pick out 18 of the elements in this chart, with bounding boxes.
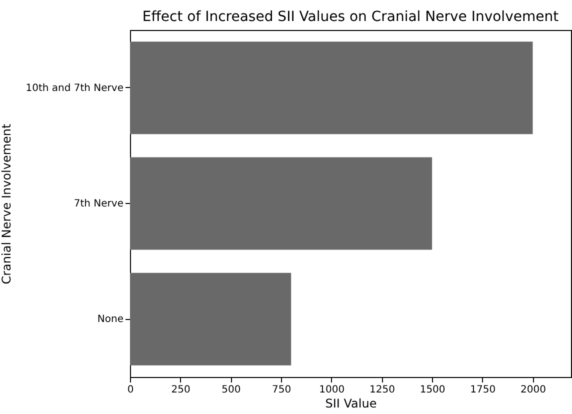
chart-title: Effect of Increased SII Values on Cranial Nerve Involvement <box>142 9 560 25</box>
x-tick-label: 1750 <box>470 384 496 396</box>
x-tick-label: 750 <box>272 384 292 396</box>
bar <box>130 157 432 250</box>
x-tick-label: 0 <box>127 384 134 396</box>
x-tick-label: 250 <box>171 384 190 396</box>
x-tick-label: 1250 <box>369 384 395 396</box>
bar <box>130 272 292 366</box>
x-tick-label: 2000 <box>520 384 546 396</box>
x-tick-label: 500 <box>222 384 241 396</box>
y-tick-label: None <box>97 314 124 326</box>
x-tick-label: 1000 <box>319 384 345 396</box>
y-tick-label: 7th Nerve <box>74 198 124 210</box>
y-axis-title: Cranial Nerve Involvement <box>0 123 14 284</box>
y-tick-label: 10th and 7th Nerve <box>26 82 124 94</box>
x-axis-title: SII Value <box>325 396 377 410</box>
x-tick-label: 1500 <box>420 384 446 396</box>
bar <box>130 42 533 134</box>
